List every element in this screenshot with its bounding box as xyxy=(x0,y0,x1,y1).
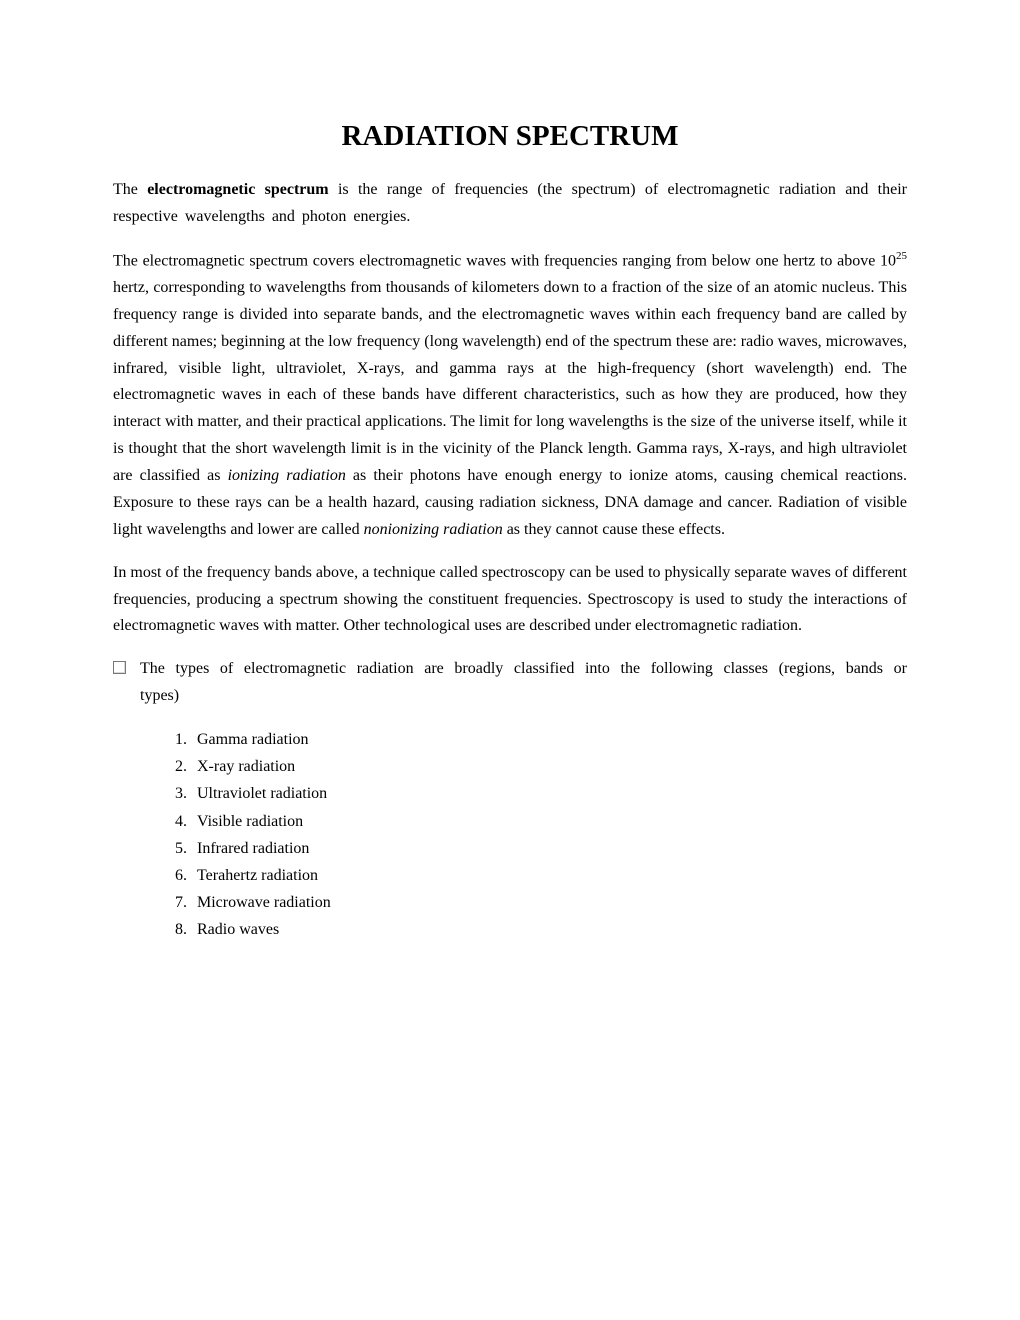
p2-text-d: as they cannot cause these effects. xyxy=(503,521,725,538)
p2-superscript: 25 xyxy=(896,250,907,262)
list-item: Ultraviolet radiation xyxy=(191,780,907,807)
list-item: Microwave radiation xyxy=(191,889,907,916)
list-item: Infrared radiation xyxy=(191,835,907,862)
p4-text: The types of electromagnetic radiation a… xyxy=(140,656,907,710)
body-paragraph-3: In most of the frequency bands above, a … xyxy=(113,560,907,641)
page-title: RADIATION SPECTRUM xyxy=(113,120,907,153)
list-item: Radio waves xyxy=(191,916,907,943)
checkbox-icon[interactable] xyxy=(113,661,126,674)
p1-text-a: The xyxy=(113,181,147,198)
checkbox-paragraph: The types of electromagnetic radiation a… xyxy=(113,656,907,710)
p2-text-b: hertz, corresponding to wavelengths from… xyxy=(113,279,907,484)
intro-paragraph: The electromagnetic spectrum is the rang… xyxy=(113,177,907,231)
list-item: Terahertz radiation xyxy=(191,862,907,889)
p2-italic-2: nonionizing radiation xyxy=(364,521,503,538)
list-item: Visible radiation xyxy=(191,808,907,835)
list-item: Gamma radiation xyxy=(191,726,907,753)
body-paragraph-2: The electromagnetic spectrum covers elec… xyxy=(113,247,907,544)
radiation-types-list: Gamma radiation X-ray radiation Ultravio… xyxy=(113,726,907,944)
p2-text-a: The electromagnetic spectrum covers elec… xyxy=(113,252,896,269)
p1-bold: electromagnetic spectrum xyxy=(147,181,328,198)
p2-italic-1: ionizing radiation xyxy=(228,467,346,484)
document-page: RADIATION SPECTRUM The electromagnetic s… xyxy=(0,0,1020,1024)
list-item: X-ray radiation xyxy=(191,753,907,780)
